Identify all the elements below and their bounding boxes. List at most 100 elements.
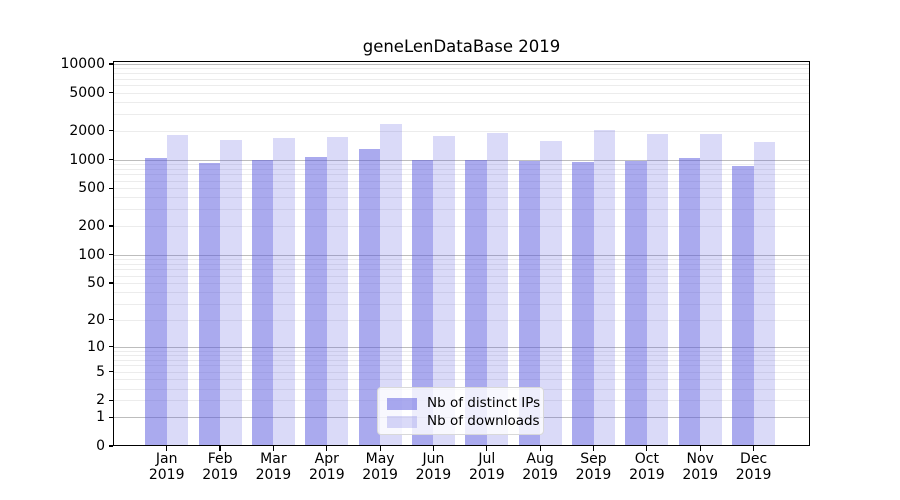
legend-swatch-downloads [387,415,417,428]
x-tick [699,446,701,451]
bar-distinct-ips [145,157,167,446]
x-tick-label: May 2019 [362,451,398,483]
y-tick-label: 10 [87,338,105,355]
y-tick [108,445,113,447]
y-tick [108,63,113,65]
minor-gridline [113,275,810,277]
minor-gridline [113,319,810,321]
minor-gridline [113,292,810,293]
bar-downloads [486,132,509,446]
bar-distinct-ips [732,165,754,446]
y-tick-label: 10000 [60,56,105,72]
bar-downloads [646,134,669,446]
x-tick [539,446,541,451]
y-tick-label: 2 [96,392,105,409]
y-tick-label: 1000 [69,151,105,168]
minor-gridline [113,197,810,199]
y-tick [108,187,113,189]
bar-distinct-ips [198,162,221,446]
bar-distinct-ips [678,157,701,446]
y-tick [108,158,113,161]
minor-gridline [113,263,810,265]
x-tick-label: Jan 2019 [148,451,185,483]
y-tick [108,345,113,348]
major-gridline [113,64,810,65]
minor-gridline [113,354,810,356]
legend-item-downloads: Nb of downloads [387,413,540,430]
x-tick [166,446,168,451]
y-tick [108,92,113,94]
major-gridline [113,159,810,161]
x-tick-label: Oct 2019 [629,451,665,483]
minor-gridline [113,258,810,260]
legend-label-downloads: Nb of downloads [427,413,540,429]
y-tick-label: 200 [78,218,105,234]
bar-distinct-ips [305,157,327,446]
x-tick [272,446,275,451]
minor-gridline [113,92,810,94]
bar-downloads [273,137,295,446]
x-tick-label: Jun 2019 [415,451,452,483]
x-tick [379,446,381,451]
minor-gridline [113,365,810,367]
x-tick-label: Sep 2019 [575,451,612,483]
major-gridline [113,254,810,256]
minor-gridline [113,303,810,305]
minor-gridline [113,73,810,75]
bar-distinct-ips [625,161,647,446]
legend-item-distinct-ips: Nb of distinct IPs [387,395,540,412]
y-tick [108,253,113,256]
bar-downloads [380,124,402,446]
minor-gridline [113,78,810,80]
y-tick-label: 100 [78,246,105,263]
bar-downloads [593,130,615,446]
minor-gridline [113,282,810,284]
minor-gridline [113,226,810,227]
x-tick-label: Nov 2019 [682,451,718,483]
legend-label-distinct-ips: Nb of distinct IPs [427,395,541,411]
x-tick-label: Apr 2019 [308,451,345,483]
y-tick [108,282,113,284]
y-tick [108,371,113,373]
minor-gridline [113,113,810,115]
bar-distinct-ips [358,148,381,446]
x-tick [486,446,488,451]
minor-gridline [113,180,810,182]
bar-distinct-ips [251,159,274,446]
bar-distinct-ips [518,161,541,446]
minor-gridline [113,350,810,352]
y-tick-label: 5 [96,363,105,380]
y-tick [108,130,113,132]
y-tick-label: 20 [87,311,105,328]
chart-title: geneLenDataBase 2019 [362,37,561,56]
minor-gridline [113,188,810,190]
minor-gridline [113,269,810,271]
x-tick [432,446,435,451]
minor-gridline [113,68,810,70]
y-tick-label: 50 [87,274,105,291]
bar-downloads [540,141,562,446]
minor-gridline [113,359,810,361]
x-tick-label: Aug 2019 [522,451,558,483]
minor-gridline [113,130,810,132]
x-tick [592,446,595,451]
y-tick [108,416,113,418]
x-tick-label: Feb 2019 [202,451,238,483]
x-tick-label: Mar 2019 [255,451,292,483]
minor-gridline [113,174,810,176]
bar-distinct-ips [465,159,487,446]
minor-gridline [113,102,810,103]
minor-gridline [113,209,810,211]
minor-gridline [113,163,810,165]
x-tick [646,446,648,451]
x-tick [326,446,328,451]
bar-downloads [433,136,455,446]
minor-gridline [113,168,810,170]
y-tick [108,319,113,321]
minor-gridline [113,379,810,381]
x-tick [219,446,221,451]
bar-downloads [700,133,722,446]
bar-downloads [326,136,349,446]
major-gridline [113,346,810,348]
y-tick-label: 500 [78,180,105,197]
